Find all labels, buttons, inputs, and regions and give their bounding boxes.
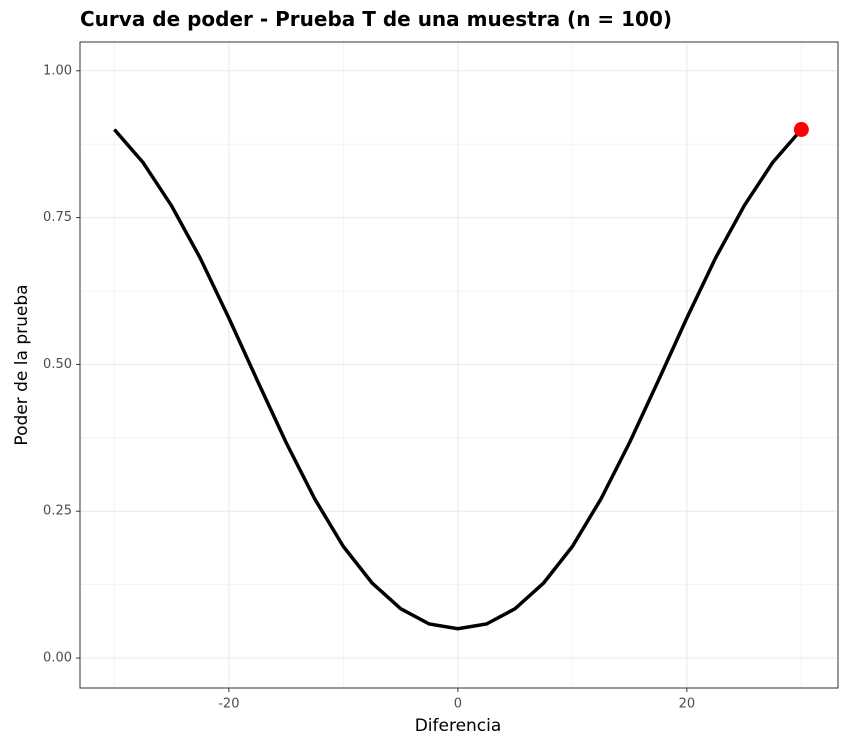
highlight-point	[793, 122, 809, 138]
x-tick-label: -20	[218, 697, 239, 712]
x-tick-label: 0	[454, 697, 462, 712]
x-tick-label: 20	[679, 697, 696, 712]
y-tick-label: 0.50	[43, 357, 72, 372]
y-tick-label: 0.00	[43, 651, 72, 666]
y-axis-title: Poder de la prueba	[12, 284, 32, 445]
chart-title: Curva de poder - Prueba T de una muestra…	[80, 7, 672, 31]
y-tick-label: 0.25	[43, 504, 72, 519]
y-tick-label: 1.00	[43, 63, 72, 78]
y-tick-label: 0.75	[43, 210, 72, 225]
power-curve	[113, 128, 803, 631]
x-axis-title: Diferencia	[415, 716, 502, 736]
panel-border	[79, 41, 839, 689]
